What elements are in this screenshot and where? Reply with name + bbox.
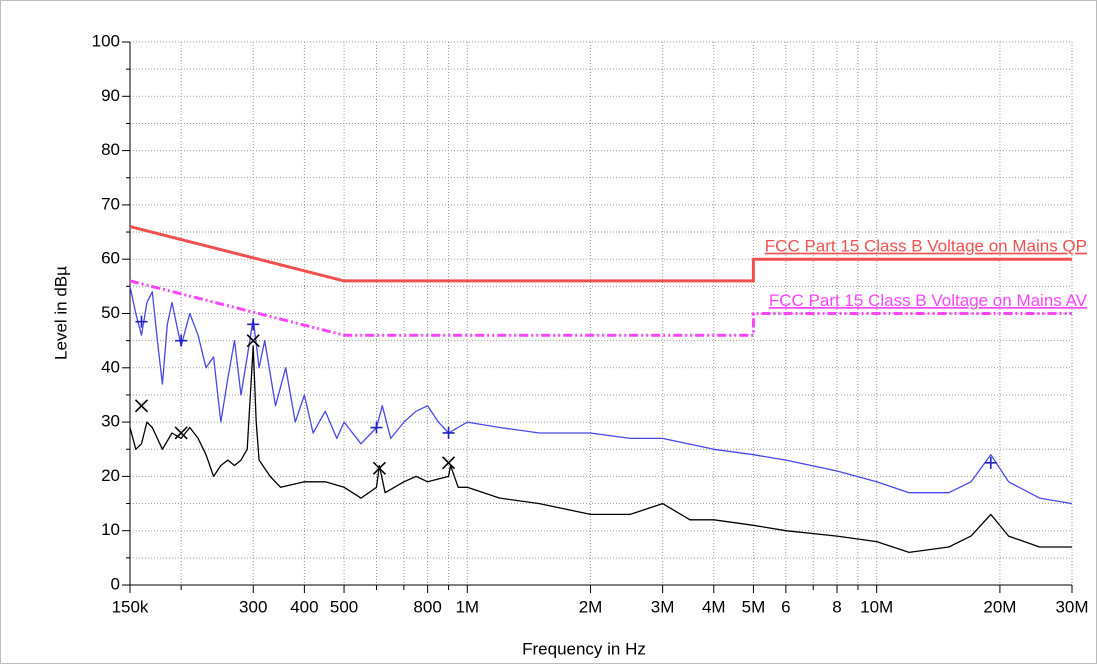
- y-tick-label: 90: [101, 86, 120, 105]
- x-tick-label: 4M: [702, 597, 726, 616]
- marker: [372, 461, 386, 475]
- y-tick-label: 50: [101, 303, 120, 322]
- marker: [175, 334, 188, 347]
- series-line: [129, 225, 1072, 283]
- y-tick-label: 30: [101, 412, 120, 431]
- marker: [247, 318, 260, 331]
- y-tick-label: 80: [101, 140, 120, 159]
- series-label: FCC Part 15 Class B Voltage on Mains AV: [769, 291, 1088, 310]
- x-tick-label: 30M: [1055, 597, 1088, 616]
- y-tick-label: 70: [101, 194, 120, 213]
- x-tick-label: 400: [290, 597, 318, 616]
- x-tick-label: 2M: [579, 597, 603, 616]
- x-tick-label: 800: [413, 597, 441, 616]
- y-tick-label: 0: [111, 574, 120, 593]
- marker: [134, 399, 149, 413]
- y-tick-label: 100: [92, 31, 120, 50]
- x-axis-label: Frequency in Hz: [522, 639, 646, 658]
- x-tick-label: 20M: [983, 597, 1016, 616]
- x-tick-label: 5M: [742, 597, 766, 616]
- x-tick-label: 500: [330, 597, 358, 616]
- x-tick-label: 10M: [860, 597, 893, 616]
- y-tick-label: 20: [101, 466, 120, 485]
- series-label: FCC Part 15 Class B Voltage on Mains QP: [765, 237, 1087, 256]
- marker: [246, 334, 260, 348]
- y-tick-label: 10: [101, 520, 120, 539]
- series-line: [129, 286, 1073, 505]
- marker: [984, 456, 997, 469]
- x-tick-label: 1M: [455, 597, 479, 616]
- x-tick-label: 8: [832, 597, 841, 616]
- y-tick-label: 60: [101, 249, 120, 268]
- x-tick-label: 3M: [651, 597, 675, 616]
- series-line: [129, 345, 1072, 554]
- x-tick-label: 150k: [112, 597, 149, 616]
- marker: [135, 315, 148, 328]
- x-tick-label: 300: [239, 597, 267, 616]
- y-tick-label: 40: [101, 357, 120, 376]
- x-tick-label: 6: [781, 597, 790, 616]
- y-axis-label: Level in dBµ: [51, 266, 70, 360]
- marker: [442, 426, 455, 439]
- marker: [441, 456, 456, 470]
- marker: [174, 426, 188, 440]
- marker: [370, 421, 383, 434]
